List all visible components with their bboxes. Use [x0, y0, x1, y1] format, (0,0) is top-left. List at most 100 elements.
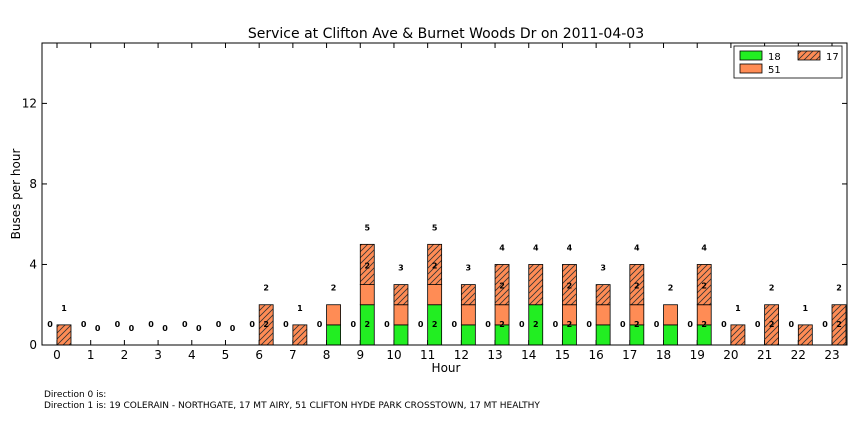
chart-title: Service at Clifton Ave & Burnet Woods Dr…	[248, 26, 644, 42]
segment-value-label: 2	[567, 320, 573, 329]
direction1-total-label: 0	[162, 324, 168, 333]
bar-17	[629, 264, 645, 306]
x-tick-label: 3	[154, 348, 162, 362]
direction0-value-label: 0	[216, 320, 222, 329]
direction0-value-label: 0	[115, 320, 121, 329]
x-tick-label: 8	[323, 348, 331, 362]
x-tick-label: 16	[588, 348, 603, 362]
direction0-value-label: 0	[317, 320, 323, 329]
direction1-total-label: 4	[533, 243, 539, 252]
x-tick-label: 10	[386, 348, 401, 362]
x-tick-label: 1	[87, 348, 95, 362]
x-tick-label: 13	[487, 348, 502, 362]
segment-value-label: 2	[533, 320, 539, 329]
segment-value-label: 2	[836, 320, 842, 329]
x-tick-label: 23	[824, 348, 839, 362]
x-tick-label: 12	[454, 348, 469, 362]
x-tick-label: 9	[356, 348, 364, 362]
direction0-value-label: 0	[148, 320, 154, 329]
bar-51	[326, 304, 341, 326]
direction0-value-label: 0	[485, 320, 491, 329]
legend-label-51: 51	[768, 65, 781, 76]
direction0-value-label: 0	[721, 320, 727, 329]
segment-value-label: 2	[499, 281, 505, 290]
x-tick-label: 18	[656, 348, 671, 362]
segment-value-label: 2	[263, 320, 269, 329]
bar-18	[595, 324, 611, 346]
direction0-value-label: 0	[789, 320, 795, 329]
legend-swatch-51	[739, 63, 763, 74]
direction0-value-label: 0	[452, 320, 458, 329]
bar-18	[663, 324, 678, 346]
direction1-total-label: 4	[701, 243, 707, 252]
y-axis-label: Buses per hour	[9, 149, 23, 240]
x-tick-label: 2	[121, 348, 129, 362]
direction1-total-label: 2	[769, 284, 775, 293]
legend-swatch-18	[739, 50, 763, 61]
x-tick-label: 14	[521, 348, 536, 362]
direction1-total-label: 3	[398, 264, 404, 273]
direction0-value-label: 0	[687, 320, 693, 329]
segment-value-label: 2	[432, 320, 438, 329]
x-tick-label: 22	[791, 348, 806, 362]
direction0-value-label: 0	[47, 320, 53, 329]
x-tick-label: 5	[222, 348, 230, 362]
direction0-value-label: 0	[249, 320, 255, 329]
x-tick-label: 21	[757, 348, 772, 362]
segment-value-label: 2	[634, 320, 640, 329]
direction0-value-label: 0	[654, 320, 660, 329]
bar-17	[393, 284, 409, 306]
y-tick-label: 0	[29, 338, 37, 352]
direction1-total-label: 3	[600, 264, 606, 273]
direction1-total-label: 5	[432, 223, 438, 232]
direction1-total-label: 1	[297, 304, 303, 313]
x-tick-label: 4	[188, 348, 196, 362]
bar-17	[460, 284, 476, 306]
segment-value-label: 2	[634, 281, 640, 290]
direction1-total-label: 3	[466, 264, 472, 273]
bar-17	[292, 324, 308, 346]
direction0-value-label: 0	[519, 320, 525, 329]
segment-value-label: 2	[769, 320, 775, 329]
legend-swatch-17	[797, 50, 821, 61]
x-tick-label: 17	[622, 348, 637, 362]
direction1-total-label: 0	[95, 324, 101, 333]
direction1-total-label: 0	[230, 324, 236, 333]
direction1-total-label: 2	[836, 284, 842, 293]
direction0-value-label: 0	[384, 320, 390, 329]
direction0-value-label: 0	[418, 320, 424, 329]
direction0-value-label: 0	[350, 320, 356, 329]
bar-17	[528, 264, 544, 306]
bar-51	[460, 304, 476, 326]
x-axis-label: Hour	[432, 361, 461, 375]
direction1-total-label: 5	[364, 223, 370, 232]
x-tick-label: 0	[53, 348, 61, 362]
bar-51	[427, 284, 443, 306]
legend: 18 51 17	[733, 45, 843, 79]
bar-17	[56, 324, 72, 346]
direction1-total-label: 0	[196, 324, 202, 333]
bar-51	[595, 304, 611, 326]
x-tick-label: 15	[555, 348, 570, 362]
direction0-value-label: 0	[822, 320, 828, 329]
y-tick-label: 12	[22, 96, 37, 110]
direction1-total-label: 1	[735, 304, 741, 313]
segment-value-label: 2	[701, 320, 707, 329]
bar-18	[326, 324, 341, 346]
y-tick-label: 4	[29, 257, 37, 271]
direction1-note: Direction 1 is: 19 COLERAIN - NORTHGATE,…	[44, 401, 540, 411]
bar-17	[359, 243, 375, 285]
bar-18	[393, 324, 409, 346]
direction0-value-label: 0	[586, 320, 592, 329]
bar-51	[359, 284, 375, 306]
segment-value-label: 2	[432, 261, 438, 270]
segment-value-label: 2	[567, 281, 573, 290]
y-tick-label: 8	[29, 177, 37, 191]
x-tick-label: 11	[420, 348, 435, 362]
plot-frame	[41, 42, 848, 346]
direction1-total-label: 2	[263, 284, 269, 293]
x-tick-label: 7	[289, 348, 297, 362]
direction1-total-label: 4	[634, 243, 640, 252]
